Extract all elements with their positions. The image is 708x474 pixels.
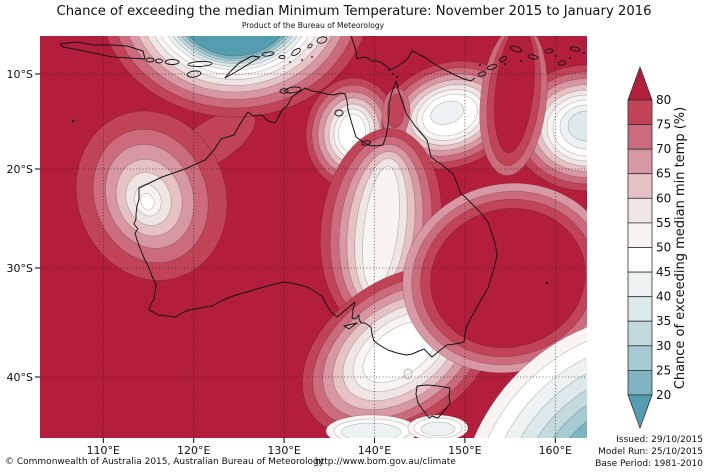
indonesian-islands: [145, 36, 328, 78]
lon-label: 120°E: [177, 444, 210, 457]
base-period: Base Period: 1981-2010: [595, 459, 703, 469]
lat-label: 10°S: [7, 68, 33, 81]
lon-label: 160°E: [539, 444, 572, 457]
cape-york-red-patch: [381, 87, 411, 139]
lon-label: 150°E: [448, 444, 481, 457]
colorbar-tick: 75: [656, 118, 671, 132]
page-title: Chance of exceeding the median Minimum T…: [56, 4, 652, 19]
coastline-java: [59, 41, 146, 60]
colorbar-tick: 55: [656, 216, 671, 230]
nsw-high-core: [402, 182, 587, 374]
melanesian-islands: [477, 45, 581, 77]
lon-label: 140°E: [358, 444, 391, 457]
colorbar-tick: 60: [656, 191, 671, 205]
coastline-timor: [224, 55, 261, 79]
colorbar-tick: 40: [656, 290, 671, 304]
colorbar-tick: 45: [656, 265, 671, 279]
model-run-date: Model Run: 25/10/2015: [598, 447, 703, 457]
lon-label: 130°E: [267, 444, 300, 457]
colorbar-axis-label: Chance of exceeding median min temp (%): [673, 107, 688, 389]
coastlines: [59, 36, 585, 419]
colorbar-arrow-top: [627, 65, 653, 101]
colorbar-ticks: 80 75 70 65 60 55 50 45 40 35 30 25 20: [656, 93, 671, 402]
coastline-australia: [133, 80, 498, 358]
lat-label: 20°S: [7, 163, 33, 176]
colorbar: [627, 65, 653, 430]
lat-label: 30°S: [7, 262, 33, 275]
colorbar-tick: 80: [656, 93, 671, 107]
island-specks: [71, 52, 585, 285]
colorbar-tick: 65: [656, 167, 671, 181]
colorbar-tick: 50: [656, 241, 671, 255]
southern-pale-blue-patches: [325, 414, 469, 438]
northern-australia-islands: [279, 86, 371, 146]
coastline-tasmania: [415, 384, 451, 419]
colorbar-arrow-bottom: [627, 394, 653, 430]
colorbar-tick: 35: [656, 314, 671, 328]
latitude-labels: 10°S 20°S 30°S 40°S: [7, 68, 33, 384]
colorbar-tick: 25: [656, 363, 671, 377]
colorbar-tick: 20: [656, 388, 671, 402]
longitude-labels: 110°E 120°E 130°E 140°E 150°E 160°E: [87, 444, 572, 457]
colorbar-tick: 30: [656, 339, 671, 353]
issued-date: Issued: 29/10/2015: [616, 435, 703, 445]
colorbar-tick: 70: [656, 142, 671, 156]
lon-label: 110°E: [87, 444, 120, 457]
coastline-kangaroo-island: [343, 322, 358, 330]
axis-ticks: [35, 73, 556, 443]
tasman-sea-cool-fan: [473, 326, 587, 438]
page-subtitle: Product of the Bureau of Meteorology: [241, 21, 385, 30]
lat-label: 40°S: [7, 371, 33, 384]
small-contour-ring: [403, 368, 413, 380]
png-red-tongue: [479, 36, 548, 176]
contour-map: [40, 36, 587, 438]
wa-bullseye: [75, 110, 228, 281]
bom-url: http://www.bom.gov.au/climate: [315, 457, 456, 467]
copyright-text: © Commonwealth of Australia 2015, Austra…: [5, 457, 325, 467]
coastline-new-guinea: [350, 36, 476, 82]
